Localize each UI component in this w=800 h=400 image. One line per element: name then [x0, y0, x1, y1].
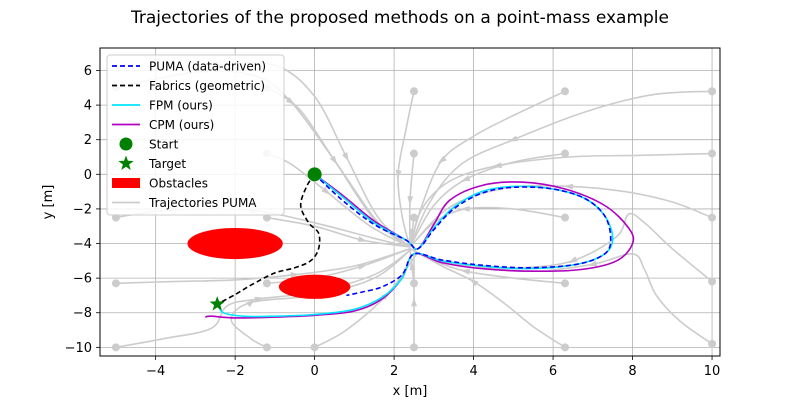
y-tick-label: −2 [73, 202, 92, 217]
puma-start-point [409, 149, 418, 158]
y-tick-label: −6 [73, 272, 92, 287]
puma-arrow [492, 162, 502, 169]
puma-arrow [508, 135, 519, 142]
puma-start-point [409, 87, 418, 96]
puma-start-point [262, 343, 271, 352]
legend-swatch-rect [112, 178, 140, 188]
puma-start-point [111, 279, 120, 288]
x-tick-label: 6 [549, 364, 557, 379]
puma-arrow [460, 205, 470, 212]
legend-label: FPM (ours) [149, 99, 213, 113]
puma-arrow [246, 299, 255, 308]
y-tick-label: 2 [84, 133, 92, 148]
puma-arrow [395, 169, 402, 180]
x-tick-label: 4 [469, 364, 477, 379]
puma-start-point [708, 213, 717, 222]
puma-start-point [708, 339, 717, 348]
puma-start-point [111, 343, 120, 352]
series-lines [205, 173, 635, 319]
puma-start-point [409, 343, 418, 352]
x-tick-label: −2 [226, 364, 245, 379]
puma-start-point [708, 87, 717, 96]
legend-label: Target [148, 157, 186, 171]
y-tick-label: 0 [84, 168, 92, 183]
x-tick-label: 10 [704, 364, 721, 379]
puma-start-point [409, 213, 418, 222]
puma-start-point [561, 279, 569, 288]
x-tick-label: −4 [146, 364, 165, 379]
plot-frame [99, 47, 721, 357]
puma-arrow [460, 268, 470, 275]
puma-arrow [460, 175, 471, 182]
puma-arrow [568, 256, 578, 264]
puma-arrow [290, 272, 300, 278]
puma-trajectory-line [266, 216, 411, 248]
legend-label: Trajectories PUMA [148, 196, 257, 210]
puma-arrow [437, 155, 447, 164]
y-axis-label: y [m] [41, 185, 56, 220]
puma-start-point [310, 343, 319, 352]
y-tick-label: −10 [65, 341, 92, 356]
y-tick-label: −4 [73, 237, 92, 252]
puma-start-point [111, 213, 120, 222]
puma-arrow [564, 183, 574, 190]
legend-swatch-star [118, 155, 134, 170]
puma-trajectory-line [115, 249, 411, 349]
puma-arrow [321, 186, 331, 195]
obstacle [278, 274, 351, 299]
puma-start-point [708, 149, 717, 158]
x-tick-label: 2 [390, 364, 398, 379]
chart-title: Trajectories of the proposed methods on … [130, 8, 669, 28]
puma-start-point [561, 343, 569, 352]
puma-trajectory-line [409, 90, 566, 248]
legend-label: CPM (ours) [149, 118, 214, 132]
legend-swatch-circle [119, 137, 133, 151]
start-marker [307, 167, 322, 182]
puma-start-point [409, 279, 418, 288]
legend-label: Obstacles [149, 177, 208, 191]
puma-arrow [341, 152, 349, 162]
series-line-puma-data-driven [314, 173, 612, 297]
puma-start-point [561, 87, 569, 96]
target-marker [209, 296, 225, 311]
puma-arrow [411, 297, 417, 307]
puma-arrow [357, 236, 368, 242]
x-tick-label: 0 [310, 364, 318, 379]
puma-start-point [262, 279, 271, 288]
puma-start-point [561, 149, 569, 158]
y-tick-label: 4 [84, 99, 92, 114]
y-tick-label: 6 [84, 64, 92, 79]
puma-start-point [708, 277, 717, 286]
puma-arrow [469, 278, 479, 287]
axis-ticks: −4 −2 0 2 4 6 8 10 6 4 2 0 −2 −4 −6 −8 −10 [65, 64, 721, 379]
puma-arrow [407, 196, 414, 206]
puma-trajectory-line [413, 249, 566, 348]
series-line-fabrics-geometric [216, 173, 321, 305]
legend-label: Start [149, 138, 179, 152]
legend: PUMA (data-driven) Fabrics (geometric) FPM… [106, 54, 285, 216]
obstacles [187, 227, 351, 299]
markers [209, 167, 322, 311]
x-axis-label: x [m] [393, 384, 428, 399]
legend-label: Fabrics (geometric) [149, 79, 265, 93]
puma-arrow [588, 260, 598, 267]
legend-label: PUMA (data-driven) [149, 60, 266, 74]
puma-start-point [561, 213, 569, 222]
y-tick-label: −8 [73, 306, 92, 321]
obstacle [187, 227, 283, 260]
x-tick-label: 8 [628, 364, 636, 379]
puma-arrow [329, 155, 338, 165]
puma-start-point [262, 213, 271, 222]
puma-arrow [357, 264, 368, 270]
legend-box [106, 54, 285, 216]
